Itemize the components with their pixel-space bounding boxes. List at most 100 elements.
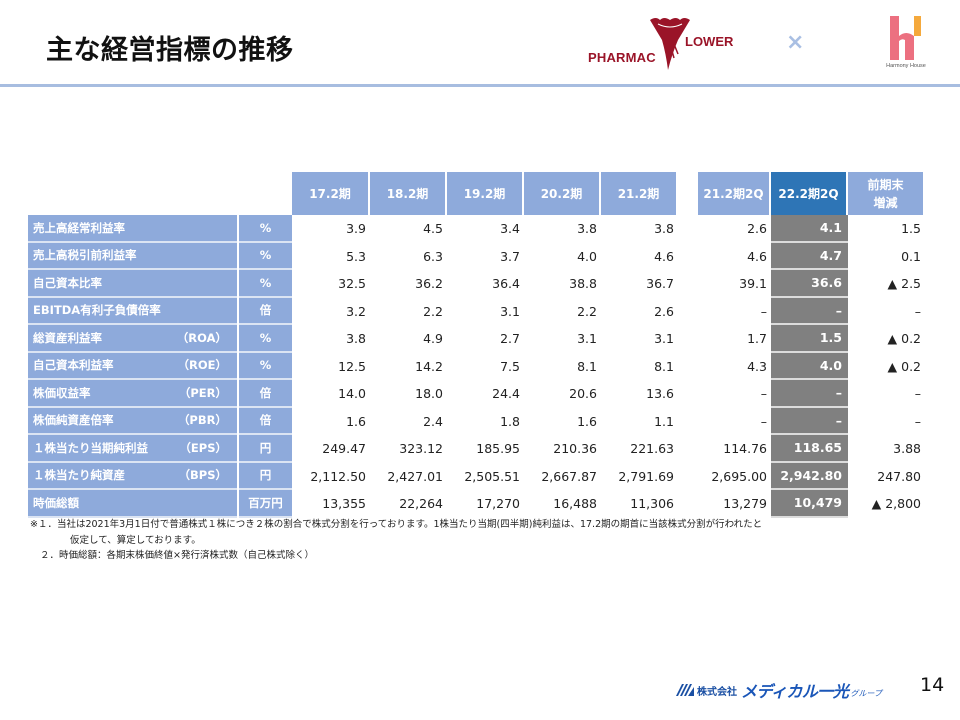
row-unit: %	[239, 352, 292, 380]
cell-17-2: 3.9	[346, 221, 366, 237]
cell-21-2: 221.63	[630, 441, 674, 457]
cell-21-2: 13.6	[646, 386, 674, 402]
cell-18-2: 4.5	[423, 221, 443, 237]
row-label: 総資産利益率 （ROA）	[28, 325, 237, 353]
cell-22-2-2q: 36.6	[771, 270, 848, 298]
cell-21-2: 3.1	[654, 331, 674, 347]
row-label-text: 売上高経常利益率	[33, 220, 125, 235]
col-header-21-2-2q: 21.2期2Q	[698, 172, 771, 215]
row-unit: %	[239, 215, 292, 243]
cell-17-2: 2,112.50	[310, 468, 366, 484]
cell-20-2: 3.1	[577, 331, 597, 347]
row-label-abbrev: （PBR）	[177, 413, 227, 428]
cell-17-2: 32.5	[338, 276, 366, 292]
table-row: 株価収益率 （PER）倍 14.0 18.0 24.4 20.6 13.6– – –	[28, 380, 925, 408]
company-prefix: 株式会社	[697, 686, 737, 698]
row-unit: 倍	[239, 297, 292, 325]
table-row: 総資産利益率 （ROA）% 3.8 4.9 2.7 3.1 3.1 1.7 1.5 ▲ 0.2	[28, 325, 925, 353]
footnote-1: ※１．当社は2021年3月1日付で普通株式１株につき２株の割合で株式分割を行って…	[30, 519, 763, 530]
cell-19-2: 3.1	[500, 303, 520, 319]
page-title: 主な経営指標の推移	[46, 35, 294, 66]
cell-18-2: 18.0	[415, 386, 443, 402]
row-label-text: EBITDA有利子負債倍率	[33, 303, 161, 318]
col-header-22-2-2q: 22.2期2Q	[771, 172, 848, 215]
cell-21-2: 11,306	[630, 496, 674, 512]
cell-17-2: 3.2	[346, 303, 366, 319]
row-label: 時価総額	[28, 490, 237, 518]
row-unit: %	[239, 270, 292, 298]
cell-17-2: 14.0	[338, 386, 366, 402]
cell-21-2-2q: 4.3	[747, 358, 767, 374]
cell-delta: 3.88	[893, 441, 921, 457]
row-label-abbrev: （PER）	[178, 385, 227, 400]
col-header-21-2: 21.2期	[601, 172, 678, 215]
cell-delta: ▲ 2,800	[871, 496, 921, 512]
cell-17-2: 249.47	[322, 441, 366, 457]
row-label: 自己資本比率	[28, 270, 237, 298]
company-logo: 株式会社 メディカル一光 グループ	[676, 678, 882, 702]
cell-21-2-2q: 114.76	[723, 441, 767, 457]
col-header-19-2: 19.2期	[447, 172, 524, 215]
cell-18-2: 2.4	[423, 413, 443, 429]
cell-20-2: 8.1	[577, 358, 597, 374]
row-label: １株当たり純資産 （BPS）	[28, 462, 237, 490]
header-divider	[0, 84, 960, 87]
row-label: 自己資本利益率 （ROE）	[28, 352, 237, 380]
cell-delta: ▲ 0.2	[887, 331, 921, 347]
row-label-text: 総資産利益率	[33, 330, 102, 345]
row-label: EBITDA有利子負債倍率	[28, 297, 237, 325]
cell-18-2: 6.3	[423, 248, 443, 264]
cell-delta: –	[914, 303, 921, 319]
row-label-text: 株価収益率	[33, 385, 91, 400]
cell-delta: –	[914, 413, 921, 429]
page-number: 14	[920, 674, 945, 696]
collaboration-x-icon: ×	[786, 30, 805, 55]
cell-20-2: 20.6	[569, 386, 597, 402]
cell-20-2: 2.2	[577, 303, 597, 319]
row-label: 売上高税引前利益率	[28, 242, 237, 270]
cell-17-2: 3.8	[346, 331, 366, 347]
cell-18-2: 2,427.01	[387, 468, 443, 484]
cell-20-2: 210.36	[553, 441, 597, 457]
row-label: 株価収益率 （PER）	[28, 380, 237, 408]
harmony-house-logo: Harmony House	[876, 14, 936, 74]
cell-21-2-2q: –	[760, 413, 767, 429]
cell-21-2: 4.6	[654, 248, 674, 264]
cell-delta: –	[914, 386, 921, 402]
cell-20-2: 4.0	[577, 248, 597, 264]
cell-17-2: 13,355	[322, 496, 366, 512]
cell-delta: 247.80	[877, 468, 921, 484]
cell-22-2-2q: 4.1	[771, 215, 848, 243]
table-row: １株当たり当期純利益 （EPS） 円 249.47 323.12 185.95 210.36…	[28, 435, 925, 463]
col-header-delta-line1: 前期末	[867, 177, 904, 192]
cell-20-2: 16,488	[553, 496, 597, 512]
cell-20-2: 1.6	[577, 413, 597, 429]
logo-text-left: PHARMAC	[588, 50, 656, 65]
row-unit: %	[239, 325, 292, 353]
cell-21-2-2q: 39.1	[739, 276, 767, 292]
col-header-17-2: 17.2期	[292, 172, 370, 215]
cell-18-2: 4.9	[423, 331, 443, 347]
cell-17-2: 12.5	[338, 358, 366, 374]
row-label-abbrev: （EPS）	[179, 440, 227, 455]
cell-19-2: 3.7	[500, 248, 520, 264]
col-header-delta-line2: 増減	[873, 195, 898, 210]
cell-18-2: 14.2	[415, 358, 443, 374]
cell-22-2-2q: –	[771, 297, 848, 325]
cell-21-2-2q: 2.6	[747, 221, 767, 237]
cell-19-2: 36.4	[492, 276, 520, 292]
harmony-house-caption: Harmony House	[886, 63, 926, 69]
row-label-text: 自己資本比率	[33, 275, 102, 290]
row-label: １株当たり当期純利益 （EPS）	[28, 435, 237, 463]
cell-21-2-2q: –	[760, 386, 767, 402]
logo-text-right: LOWER	[685, 34, 734, 49]
cell-19-2: 2,505.51	[464, 468, 520, 484]
cell-18-2: 36.2	[415, 276, 443, 292]
cell-19-2: 24.4	[492, 386, 520, 402]
cell-21-2-2q: 4.6	[747, 248, 767, 264]
row-label-text: 時価総額	[33, 495, 79, 510]
row-label-text: 自己資本利益率	[33, 358, 114, 373]
cell-21-2: 36.7	[646, 276, 674, 292]
row-unit: 倍	[239, 407, 292, 435]
cell-18-2: 22,264	[399, 496, 443, 512]
